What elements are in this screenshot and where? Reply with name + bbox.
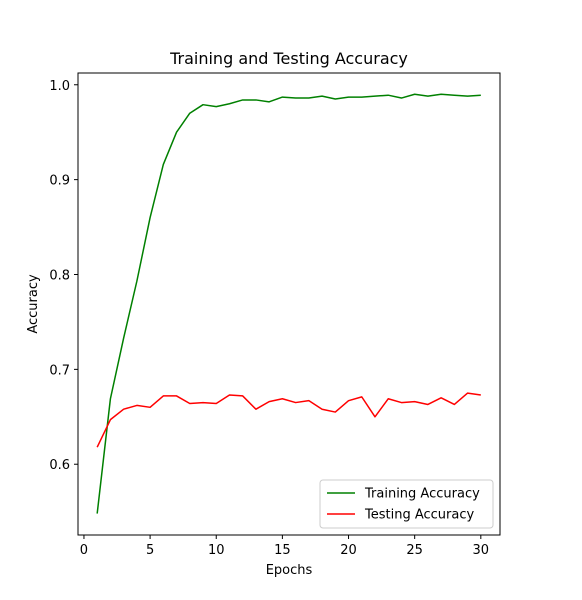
- x-tick-label: 15: [274, 543, 291, 558]
- chart-title: Training and Testing Accuracy: [169, 49, 408, 68]
- y-axis-title: Accuracy: [26, 274, 41, 334]
- legend-label-testing-accuracy: Testing Accuracy: [364, 508, 474, 523]
- y-tick-label: 0.9: [49, 174, 70, 189]
- y-tick-label: 1.0: [49, 79, 70, 94]
- y-tick-label: 0.6: [49, 458, 70, 473]
- x-tick-label: 5: [146, 543, 154, 558]
- x-tick-label: 10: [208, 543, 225, 558]
- y-axis: 0.6 0.7 0.8 0.9 1.0: [49, 79, 78, 473]
- series-line-testing-accuracy: [97, 393, 481, 447]
- y-tick-label: 0.7: [49, 363, 70, 378]
- x-tick-label: 25: [406, 543, 423, 558]
- axes-frame: [78, 73, 500, 535]
- legend-label-training-accuracy: Training Accuracy: [364, 487, 480, 502]
- x-axis: 0 5 10 15 20 25 30: [80, 535, 489, 558]
- legend: Training Accuracy Testing Accuracy: [320, 480, 493, 528]
- series-line-training-accuracy: [97, 94, 481, 513]
- x-tick-label: 20: [340, 543, 357, 558]
- x-tick-label: 0: [80, 543, 88, 558]
- y-tick-label: 0.8: [49, 268, 70, 283]
- plot-area: [97, 94, 481, 513]
- x-axis-title: Epochs: [266, 563, 313, 578]
- x-tick-label: 30: [473, 543, 490, 558]
